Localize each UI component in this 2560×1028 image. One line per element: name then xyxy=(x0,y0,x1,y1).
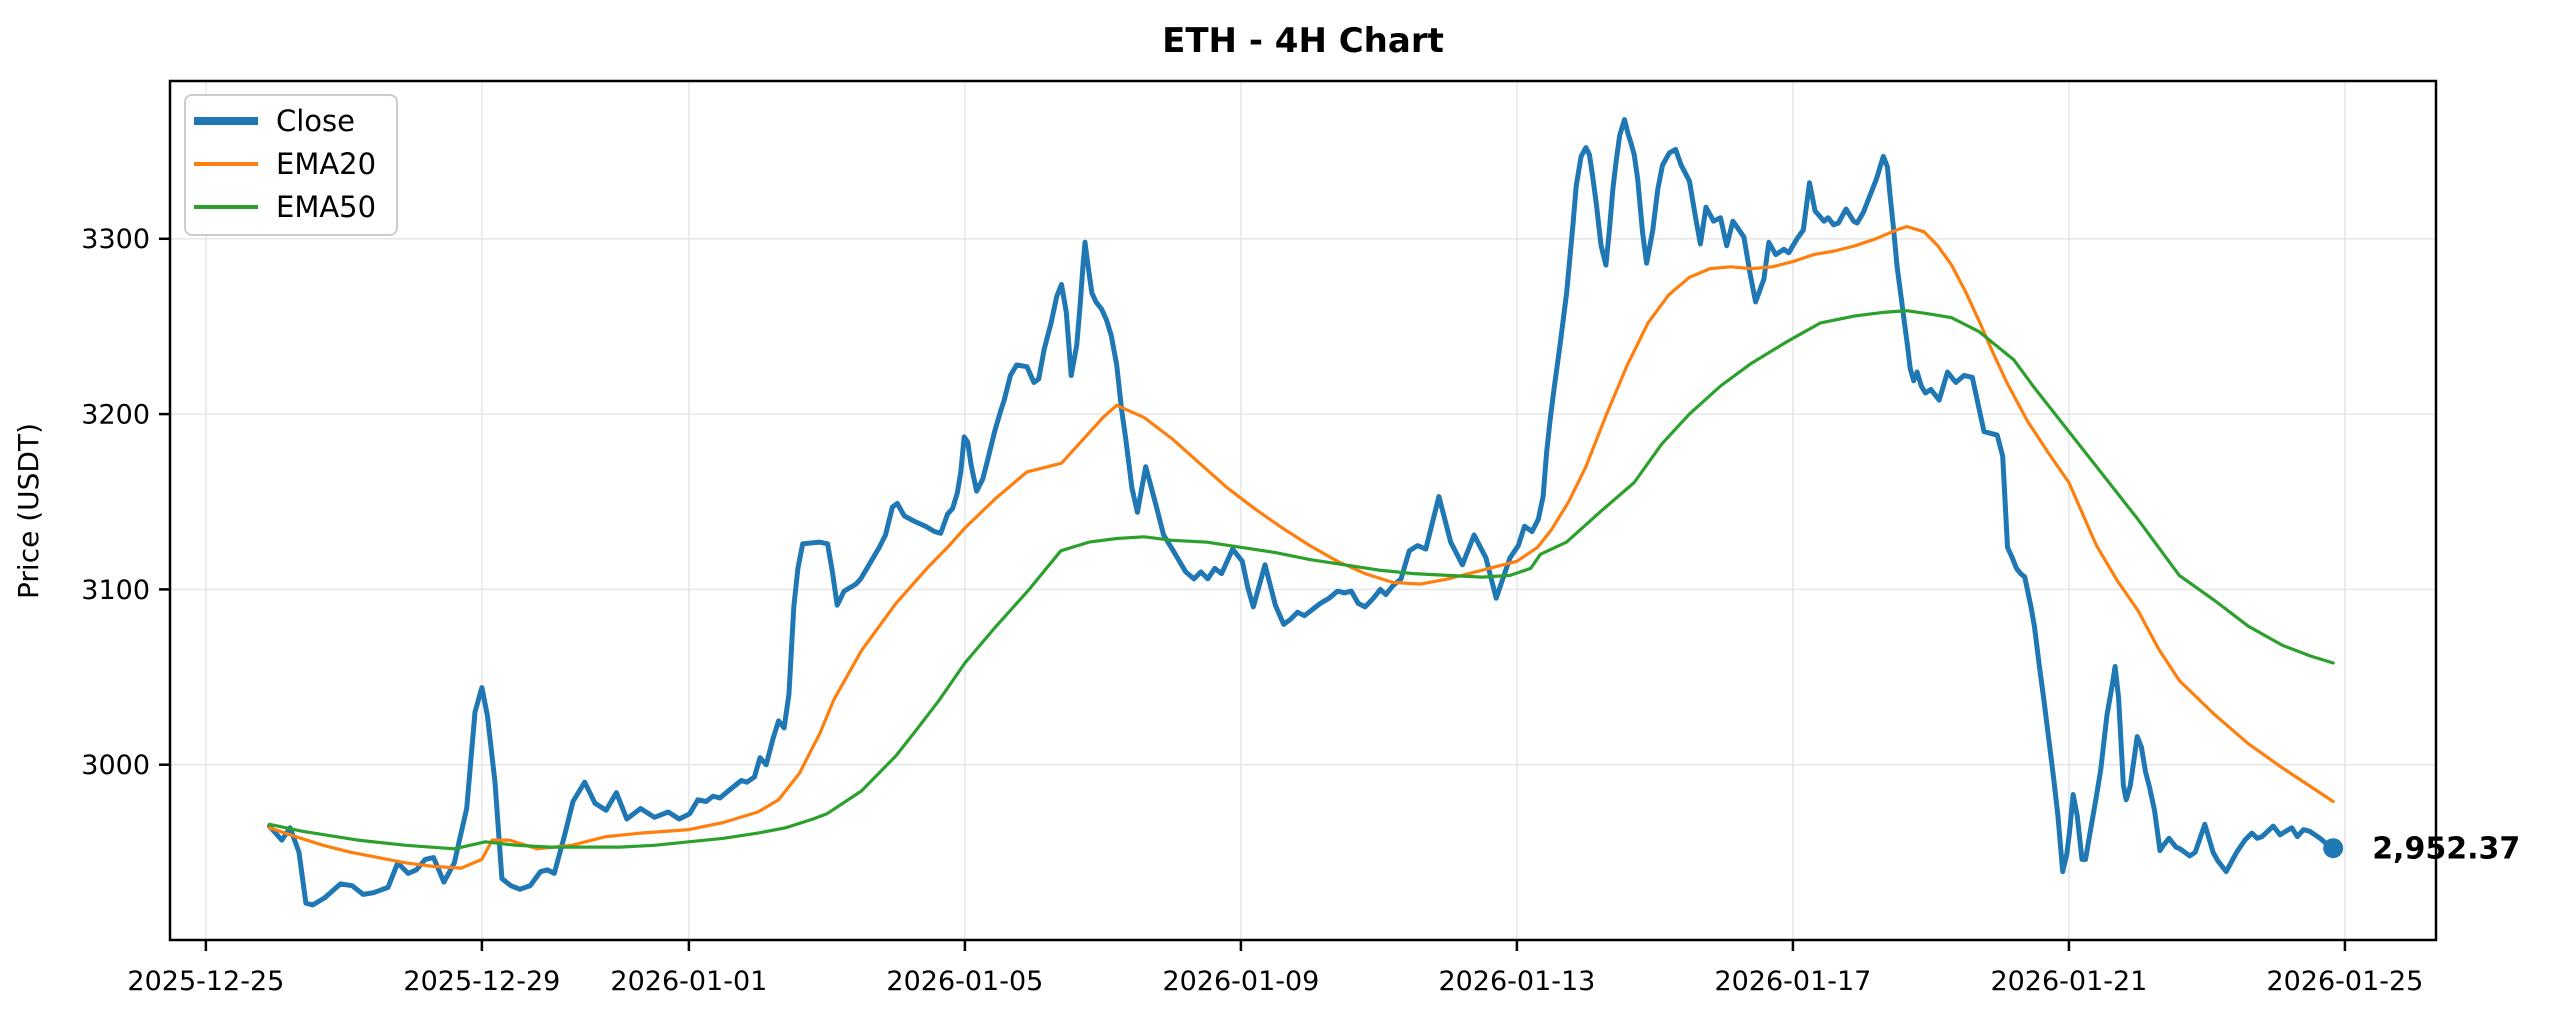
series-close xyxy=(266,117,2336,908)
y-tick-label: 3000 xyxy=(81,750,150,781)
legend-box xyxy=(184,94,398,236)
legend-label-ema20: EMA20 xyxy=(276,147,376,181)
x-tick-label: 2026-01-17 xyxy=(1714,966,1871,997)
x-tick-label: 2025-12-25 xyxy=(127,966,284,997)
x-tick-label: 2026-01-09 xyxy=(1162,966,1319,997)
plot-border xyxy=(168,79,2438,942)
series-ema50 xyxy=(267,309,2335,851)
x-tick-label: 2026-01-01 xyxy=(610,966,767,997)
last-price-marker xyxy=(2323,838,2344,859)
x-tick-label: 2026-01-13 xyxy=(1438,966,1595,997)
series-ema20 xyxy=(267,224,2335,870)
axis-ticks: 2025-12-25 2025-12-29 2026-01-01 2026-01-05… xyxy=(81,224,2423,997)
legend-label-close: Close xyxy=(276,104,355,138)
data-series xyxy=(266,117,2336,908)
x-tick-label: 2025-12-29 xyxy=(403,966,560,997)
x-tick-label: 2026-01-21 xyxy=(1990,966,2147,997)
y-tick-label: 3100 xyxy=(81,575,150,606)
y-tick-label: 3200 xyxy=(81,400,150,431)
y-axis-label: Price (USDT) xyxy=(12,423,45,599)
chart-title: ETH - 4H Chart xyxy=(1162,21,1444,61)
legend: Close EMA20 EMA50 xyxy=(184,94,398,236)
y-tick-label: 3300 xyxy=(81,224,150,255)
x-tick-label: 2026-01-25 xyxy=(2266,966,2423,997)
last-price-annotation: 2,952.37 xyxy=(2372,832,2520,867)
grid-lines xyxy=(170,81,2436,940)
x-tick-label: 2026-01-05 xyxy=(886,966,1043,997)
legend-label-ema50: EMA50 xyxy=(276,190,376,224)
